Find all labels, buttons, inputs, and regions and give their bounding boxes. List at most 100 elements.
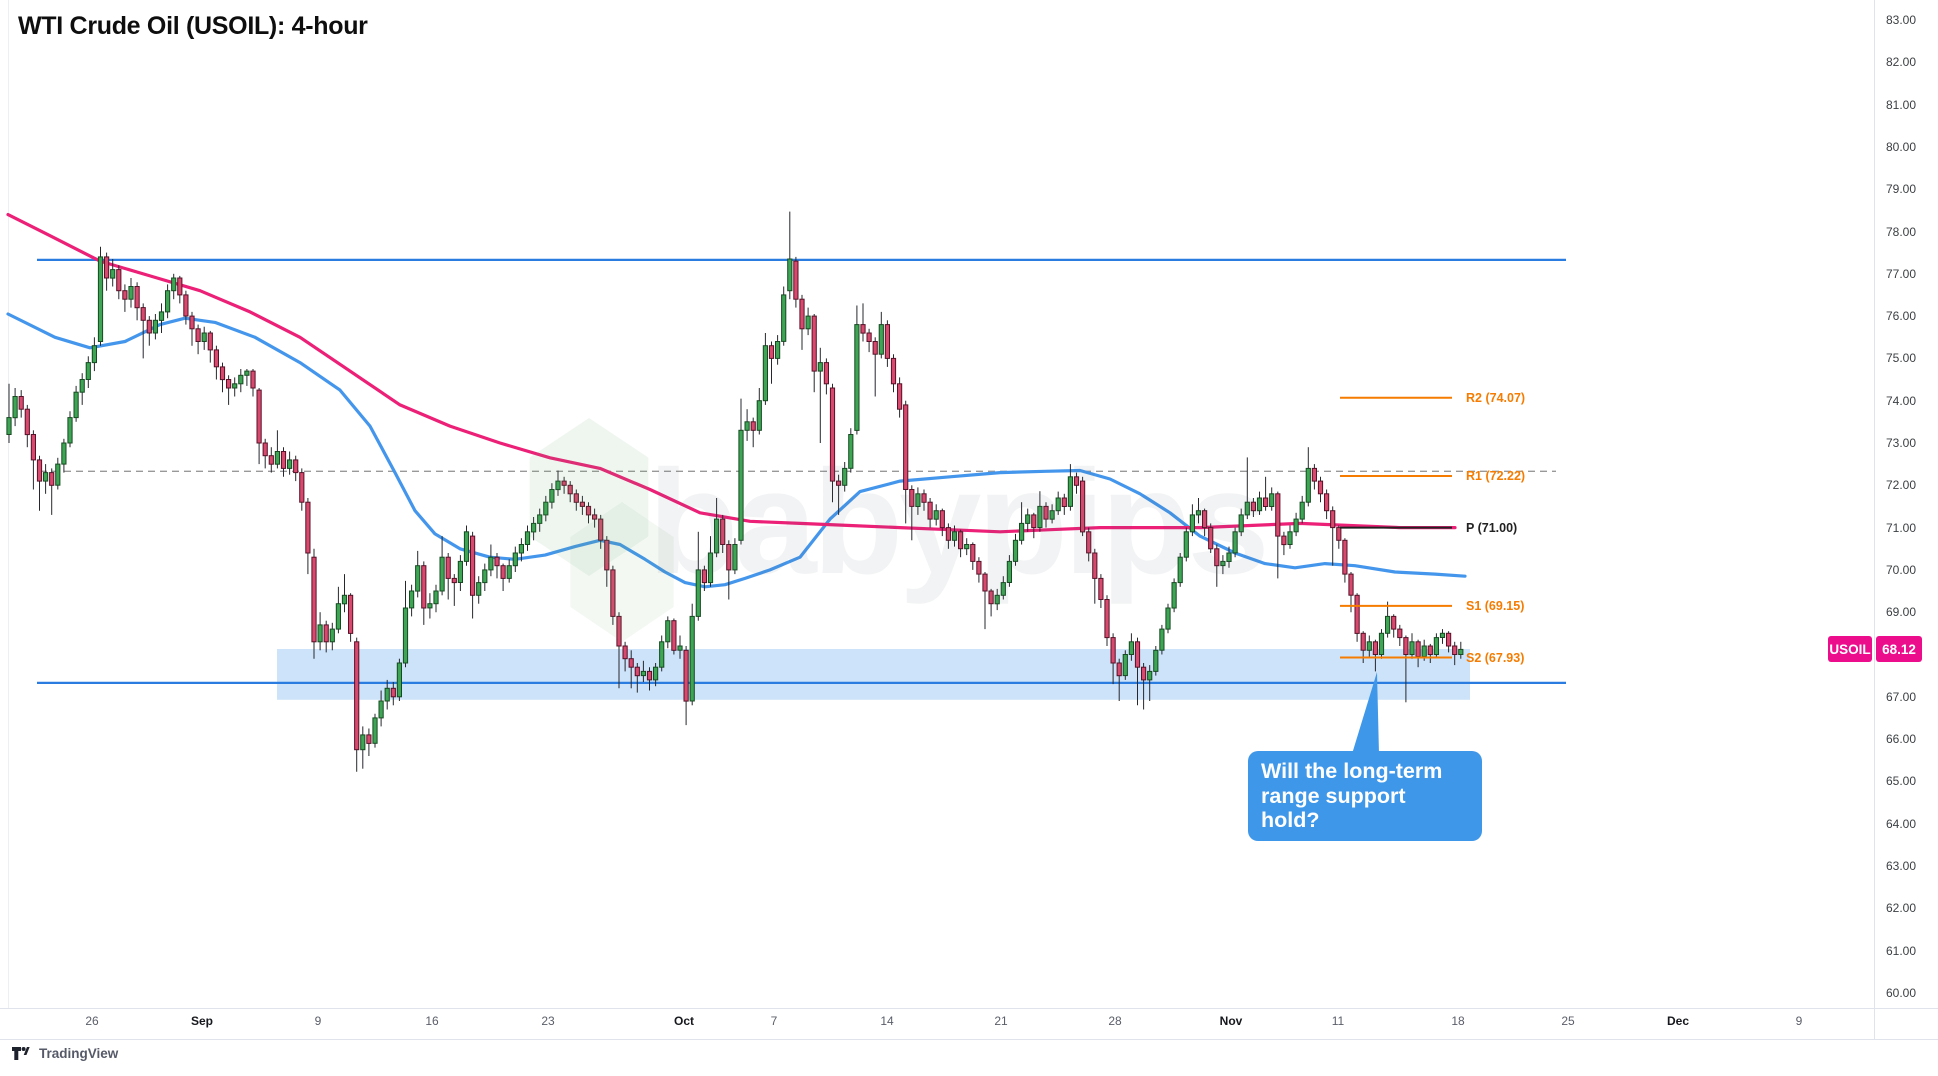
candle-body [1244, 501, 1250, 516]
candle-body [463, 531, 470, 562]
candle-body [1000, 582, 1006, 596]
candle-body [140, 307, 146, 321]
candle-body [622, 645, 628, 660]
candle-body [1104, 599, 1110, 639]
candle-body [494, 556, 500, 567]
candle-body [238, 374, 244, 385]
time-tick-28: 28 [1108, 1014, 1122, 1028]
candle-body [903, 404, 909, 490]
candle-body [488, 556, 494, 571]
candle-body [799, 298, 805, 330]
candle-body [646, 670, 653, 681]
candle-body [274, 451, 280, 465]
candle-body [470, 535, 476, 596]
candle-body [573, 493, 579, 503]
candle-body [506, 565, 512, 579]
candle-body [677, 645, 683, 651]
candle-body [207, 332, 213, 351]
candle-body [384, 687, 390, 702]
candle-body [445, 556, 451, 579]
candle-body [158, 311, 165, 321]
candle-body [1397, 628, 1403, 639]
pivot-label-P: P (71.00) [1466, 520, 1518, 535]
price-tick-75: 75.00 [1886, 351, 1917, 366]
candle-body [482, 569, 488, 584]
candle-body [402, 607, 409, 664]
price-tick-62: 62.00 [1886, 901, 1917, 916]
candle-body [616, 615, 622, 647]
candle-body [341, 594, 348, 605]
candle-body [592, 514, 598, 520]
candle-body [1250, 501, 1257, 512]
candle-body [665, 620, 671, 643]
candle-body [945, 527, 951, 541]
candle-body [1141, 666, 1147, 681]
candle-body [1287, 531, 1293, 545]
candle-body [884, 324, 890, 359]
candle-body [732, 544, 738, 571]
candle-body [85, 362, 91, 381]
price-tick-83: 83.00 [1886, 13, 1917, 27]
candle-body [1391, 615, 1397, 630]
callout-line-2: range support hold? [1261, 783, 1406, 833]
candle-body [128, 286, 134, 300]
candle-body [73, 391, 79, 419]
candle-body [1409, 641, 1415, 655]
candle-body [262, 442, 268, 457]
candle-body [195, 328, 201, 342]
candle-body [958, 531, 964, 550]
support-zone[interactable] [277, 649, 1470, 700]
candle-body [1110, 637, 1116, 664]
candle-body [476, 582, 482, 596]
candle-body [720, 518, 726, 545]
candle-body [335, 603, 341, 630]
pivot-label-S1: S1 (69.15) [1466, 598, 1525, 613]
candle-body [695, 569, 701, 617]
candle-body [1238, 514, 1244, 533]
time-tick-18: 18 [1451, 1014, 1465, 1028]
candle-body [1403, 637, 1409, 655]
symbol-tag: USOIL [1828, 636, 1872, 662]
annotation-callout[interactable]: Will the long-term range support hold? [1248, 751, 1482, 841]
tradingview-attribution[interactable]: TradingView [12, 1046, 118, 1061]
candle-body [256, 389, 262, 444]
price-tick-67: 67.00 [1886, 689, 1917, 704]
candle-body [781, 294, 787, 342]
candle-body [1433, 637, 1440, 655]
candle-body [171, 277, 177, 292]
candle-body [970, 544, 976, 562]
candle-body [1098, 577, 1104, 601]
time-tick-Nov: Nov [1219, 1014, 1243, 1028]
price-tick-79: 79.00 [1886, 182, 1917, 197]
candle-body [1452, 645, 1458, 655]
candle-body [1165, 607, 1171, 630]
candle-body [451, 577, 457, 584]
candle-body [1092, 552, 1098, 579]
candle-body [366, 734, 372, 744]
candle-body [805, 315, 811, 330]
footer-separator [0, 1039, 1938, 1040]
candle-body [1220, 560, 1226, 567]
candle-body [360, 734, 366, 751]
time-tick-7: 7 [770, 1014, 778, 1028]
candle-body [1159, 628, 1165, 651]
candle-body [1049, 510, 1055, 520]
candle-body [829, 387, 836, 482]
candle-body [1275, 493, 1281, 537]
candle-body [872, 341, 878, 355]
candle-body [738, 429, 744, 541]
candle-body [250, 370, 256, 389]
candle-body [116, 269, 122, 292]
candle-body [982, 573, 988, 592]
candle-body [372, 717, 378, 744]
candle-body [567, 484, 573, 495]
candle-body [1183, 531, 1189, 558]
candle-body [671, 620, 677, 651]
candle-body [939, 510, 945, 529]
candle-body [1061, 497, 1067, 507]
price-tick-82: 82.00 [1886, 55, 1917, 70]
candle-body [726, 544, 732, 571]
candle-body [348, 594, 354, 634]
fast-ma-blue[interactable] [6, 312, 1467, 589]
